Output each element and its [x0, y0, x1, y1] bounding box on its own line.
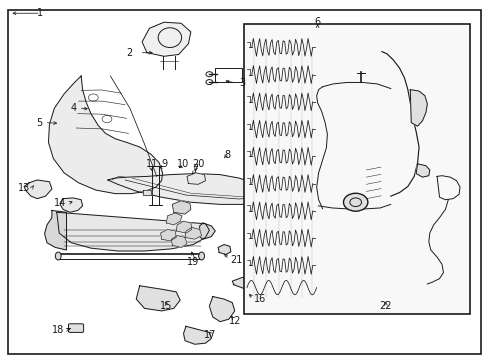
Polygon shape	[186, 173, 205, 184]
Polygon shape	[183, 326, 211, 344]
Polygon shape	[415, 164, 429, 177]
Polygon shape	[142, 22, 190, 56]
Bar	[244, 24, 469, 315]
Polygon shape	[48, 76, 162, 194]
Polygon shape	[172, 201, 190, 214]
Text: 1: 1	[37, 8, 42, 18]
Text: 10: 10	[177, 159, 189, 169]
Text: 4: 4	[70, 103, 76, 113]
Text: 21: 21	[229, 255, 242, 265]
Text: 12: 12	[228, 316, 241, 325]
Text: 2: 2	[126, 48, 132, 58]
FancyBboxPatch shape	[68, 324, 83, 332]
Polygon shape	[24, 180, 52, 199]
Text: 18: 18	[52, 325, 64, 335]
Polygon shape	[108, 174, 267, 204]
Text: 15: 15	[160, 301, 172, 311]
Polygon shape	[436, 176, 459, 200]
Polygon shape	[184, 227, 201, 239]
Text: 22: 22	[379, 301, 391, 311]
Text: 7: 7	[192, 164, 199, 174]
Polygon shape	[218, 244, 230, 255]
Polygon shape	[171, 235, 186, 247]
Text: 17: 17	[204, 330, 216, 340]
Text: 11: 11	[145, 159, 158, 169]
Polygon shape	[60, 198, 82, 212]
Polygon shape	[44, 211, 66, 250]
Text: 8: 8	[224, 150, 230, 160]
Polygon shape	[143, 190, 151, 195]
Circle shape	[343, 193, 367, 211]
Text: 14: 14	[54, 198, 66, 208]
Bar	[215, 68, 242, 82]
Ellipse shape	[55, 252, 61, 260]
Polygon shape	[209, 297, 234, 321]
Text: 5: 5	[36, 118, 42, 128]
Text: 6: 6	[314, 17, 320, 27]
Polygon shape	[176, 221, 191, 233]
Ellipse shape	[198, 252, 204, 260]
Polygon shape	[409, 90, 427, 126]
Text: 13: 13	[18, 183, 30, 193]
Text: 19: 19	[187, 257, 199, 267]
Polygon shape	[136, 286, 180, 311]
Polygon shape	[232, 276, 266, 291]
Polygon shape	[166, 213, 182, 225]
Text: 3: 3	[239, 78, 245, 88]
Polygon shape	[57, 212, 209, 251]
Text: 9: 9	[161, 159, 167, 169]
Text: 16: 16	[254, 294, 266, 304]
Text: 20: 20	[192, 159, 204, 169]
Polygon shape	[199, 223, 215, 239]
Polygon shape	[160, 229, 176, 241]
